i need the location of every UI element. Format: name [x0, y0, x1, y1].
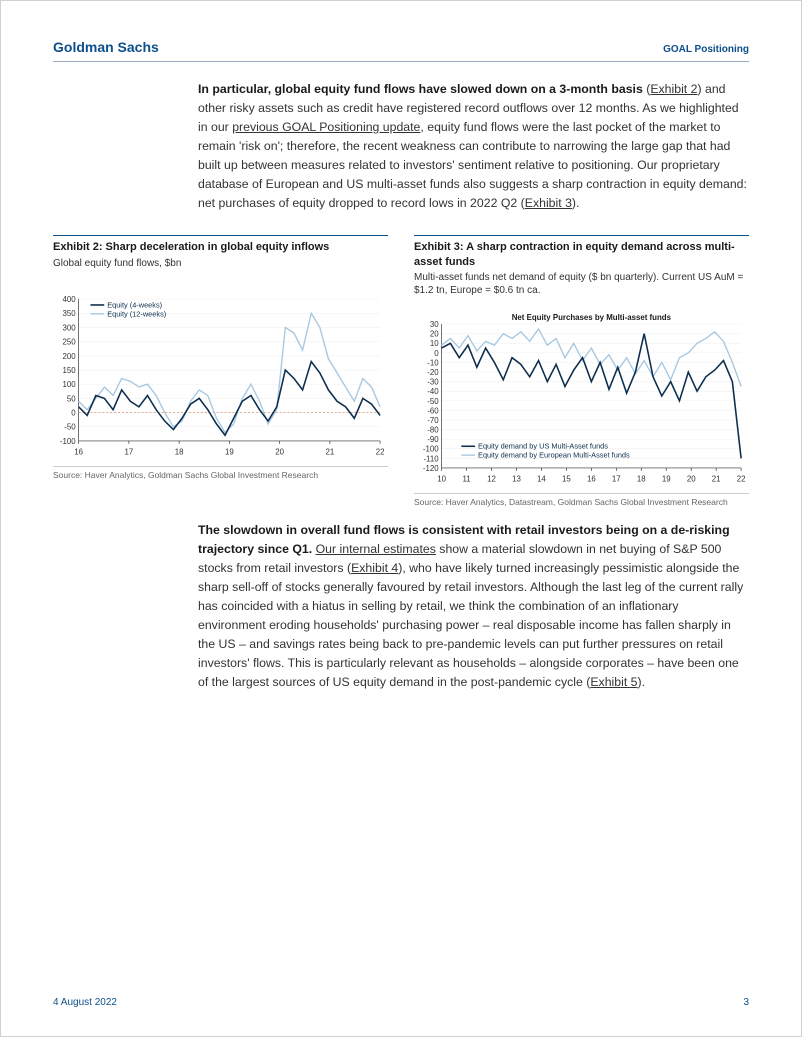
- svg-text:-90: -90: [427, 435, 439, 444]
- svg-text:11: 11: [462, 475, 470, 484]
- footer-page-number: 3: [743, 997, 749, 1008]
- exhibit-3-chart: Net Equity Purchases by Multi-asset fund…: [414, 307, 749, 487]
- svg-text:22: 22: [737, 475, 746, 484]
- svg-text:-110: -110: [423, 454, 439, 463]
- link-internal-estimates[interactable]: Our internal estimates: [316, 542, 436, 556]
- para1-lead: In particular, global equity fund flows …: [198, 82, 643, 96]
- exhibit-3-header: Exhibit 3: A sharp contraction in equity…: [414, 235, 749, 297]
- svg-text:19: 19: [662, 475, 671, 484]
- svg-text:17: 17: [612, 475, 621, 484]
- link-previous-update[interactable]: previous GOAL Positioning update: [232, 120, 420, 134]
- svg-text:400: 400: [63, 295, 77, 304]
- svg-text:-20: -20: [427, 368, 439, 377]
- svg-text:-30: -30: [427, 378, 439, 387]
- svg-text:10: 10: [430, 339, 439, 348]
- exhibit-3-source: Source: Haver Analytics, Datastream, Gol…: [414, 493, 749, 507]
- svg-text:14: 14: [537, 475, 546, 484]
- paragraph-1: In particular, global equity fund flows …: [198, 80, 749, 213]
- svg-text:Equity (12-weeks): Equity (12-weeks): [107, 309, 166, 318]
- link-exhibit-2[interactable]: Exhibit 2: [650, 82, 697, 96]
- exhibit-2-title: Exhibit 2: Sharp deceleration in global …: [53, 240, 388, 254]
- svg-text:50: 50: [67, 394, 76, 403]
- para1-text-d: ).: [572, 196, 580, 210]
- svg-text:0: 0: [71, 408, 76, 417]
- svg-text:Equity (4-weeks): Equity (4-weeks): [107, 300, 162, 309]
- page-header: Goldman Sachs GOAL Positioning: [53, 39, 749, 62]
- exhibit-2-chart: -100 -50 0 50 100 150 200 250 300 350 400 16 17 18 19 2…: [53, 280, 388, 460]
- svg-text:16: 16: [74, 447, 83, 456]
- svg-text:15: 15: [562, 475, 571, 484]
- document-title: GOAL Positioning: [663, 44, 749, 55]
- svg-text:300: 300: [63, 323, 77, 332]
- svg-text:Net Equity Purchases by Multi-: Net Equity Purchases by Multi-asset fund…: [512, 313, 672, 322]
- paragraph-2: The slowdown in overall fund flows is co…: [198, 521, 749, 692]
- svg-text:-120: -120: [423, 464, 439, 473]
- svg-text:30: 30: [430, 320, 439, 329]
- svg-text:10: 10: [437, 475, 446, 484]
- svg-text:250: 250: [63, 337, 77, 346]
- svg-text:-100: -100: [60, 437, 76, 446]
- svg-text:200: 200: [63, 351, 77, 360]
- svg-text:-100: -100: [423, 445, 439, 454]
- page-footer: 4 August 2022 3: [53, 997, 749, 1008]
- svg-text:18: 18: [175, 447, 184, 456]
- exhibit-3-subtitle: Multi-asset funds net demand of equity (…: [414, 271, 749, 297]
- svg-text:13: 13: [512, 475, 521, 484]
- svg-text:21: 21: [712, 475, 721, 484]
- svg-text:20: 20: [275, 447, 284, 456]
- svg-text:-60: -60: [427, 406, 439, 415]
- svg-text:18: 18: [637, 475, 646, 484]
- svg-text:-10: -10: [427, 358, 439, 367]
- svg-text:12: 12: [487, 475, 496, 484]
- svg-text:-50: -50: [64, 422, 76, 431]
- link-exhibit-3[interactable]: Exhibit 3: [525, 196, 572, 210]
- svg-text:100: 100: [63, 380, 77, 389]
- exhibits-row: Exhibit 2: Sharp deceleration in global …: [53, 235, 749, 507]
- svg-text:-70: -70: [427, 416, 439, 425]
- brand-name: Goldman Sachs: [53, 39, 159, 55]
- svg-text:Equity demand by US Multi-Asse: Equity demand by US Multi-Asset funds: [478, 442, 608, 451]
- exhibit-2-source: Source: Haver Analytics, Goldman Sachs G…: [53, 466, 388, 480]
- svg-text:Equity demand by European Mult: Equity demand by European Multi-Asset fu…: [478, 451, 630, 460]
- para2-text-c: ), who have likely turned increasingly p…: [198, 561, 743, 689]
- footer-date: 4 August 2022: [53, 997, 117, 1008]
- svg-text:150: 150: [63, 366, 77, 375]
- page: Goldman Sachs GOAL Positioning In partic…: [0, 0, 802, 1037]
- exhibit-2-subtitle: Global equity fund flows, $bn: [53, 257, 388, 270]
- svg-text:16: 16: [587, 475, 596, 484]
- svg-text:350: 350: [63, 309, 77, 318]
- svg-text:19: 19: [225, 447, 234, 456]
- exhibit-3-title: Exhibit 3: A sharp contraction in equity…: [414, 240, 749, 269]
- para2-text-d: ).: [638, 675, 646, 689]
- link-exhibit-5[interactable]: Exhibit 5: [590, 675, 637, 689]
- svg-text:20: 20: [430, 330, 439, 339]
- svg-text:17: 17: [124, 447, 133, 456]
- exhibit-2: Exhibit 2: Sharp deceleration in global …: [53, 235, 388, 507]
- svg-text:-40: -40: [427, 387, 439, 396]
- link-exhibit-4[interactable]: Exhibit 4: [351, 561, 398, 575]
- svg-text:-80: -80: [427, 425, 439, 434]
- exhibit-3: Exhibit 3: A sharp contraction in equity…: [414, 235, 749, 507]
- svg-text:22: 22: [376, 447, 385, 456]
- svg-text:-50: -50: [427, 397, 439, 406]
- svg-text:21: 21: [325, 447, 334, 456]
- svg-text:20: 20: [687, 475, 696, 484]
- exhibit-2-header: Exhibit 2: Sharp deceleration in global …: [53, 235, 388, 269]
- svg-text:0: 0: [434, 349, 439, 358]
